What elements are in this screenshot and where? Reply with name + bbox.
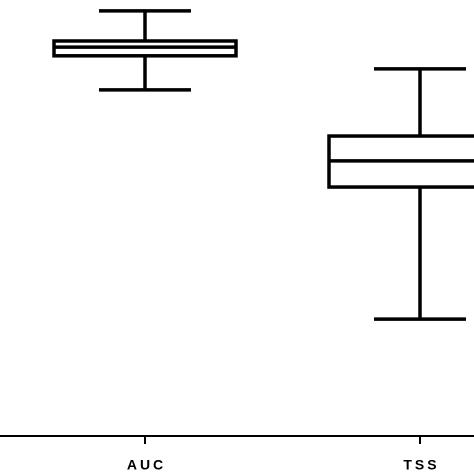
x-tick-label: TSS [403,457,439,473]
x-tick-label: AUC [127,457,166,473]
